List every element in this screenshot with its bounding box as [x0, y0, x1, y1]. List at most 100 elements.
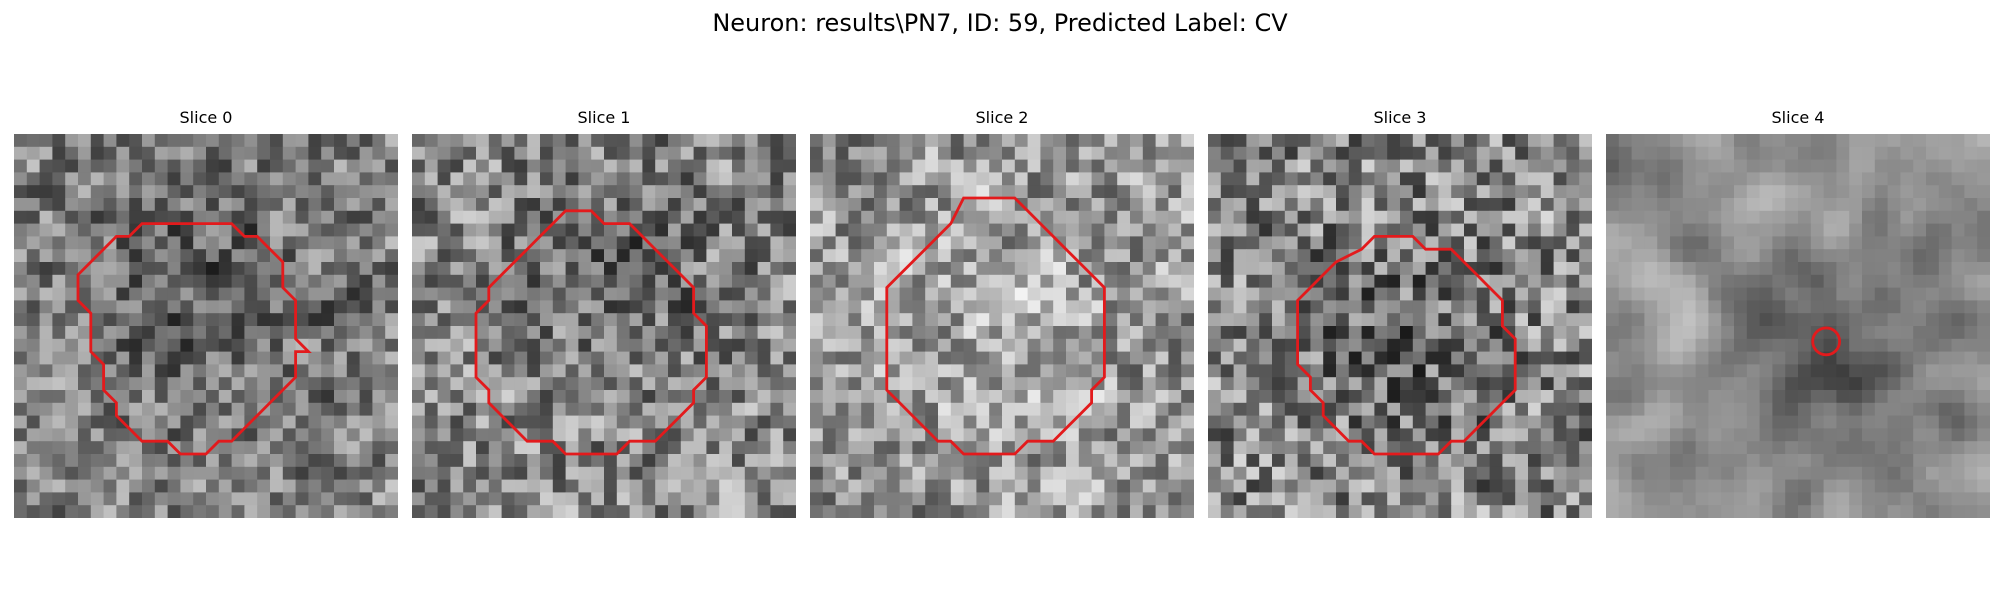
- pixel: [1298, 377, 1311, 390]
- pixel: [591, 416, 604, 429]
- pixel: [1579, 441, 1592, 454]
- pixel: [1259, 390, 1272, 403]
- pixel: [476, 198, 489, 211]
- pixel: [1824, 160, 1837, 173]
- pixel: [1400, 288, 1413, 301]
- pixel: [1400, 147, 1413, 160]
- pixel: [1644, 492, 1657, 505]
- pixel: [1939, 441, 1952, 454]
- pixel: [630, 160, 643, 173]
- pixel: [1644, 454, 1657, 467]
- pixel: [193, 236, 206, 249]
- pixel: [129, 211, 142, 224]
- pixel: [887, 364, 900, 377]
- pixel: [770, 480, 783, 493]
- pixel: [732, 249, 745, 262]
- pixel: [78, 505, 91, 518]
- pixel: [668, 505, 681, 518]
- slice-image-4: [1606, 134, 1990, 518]
- pixel: [1053, 224, 1066, 237]
- pixel: [1336, 377, 1349, 390]
- pixel: [1926, 249, 1939, 262]
- pixel: [1554, 326, 1567, 339]
- pixel: [861, 172, 874, 185]
- pixel: [425, 326, 438, 339]
- pixel: [1721, 326, 1734, 339]
- pixel: [1798, 198, 1811, 211]
- pixel: [668, 211, 681, 224]
- pixel: [1670, 300, 1683, 313]
- pixel: [630, 134, 643, 147]
- pixel: [989, 339, 1002, 352]
- pixel: [1964, 172, 1977, 185]
- pixel: [244, 185, 257, 198]
- pixel: [706, 352, 719, 365]
- pixel: [104, 224, 117, 237]
- pixel: [1259, 262, 1272, 275]
- pixel: [938, 313, 951, 326]
- pixel: [1130, 198, 1143, 211]
- pixel: [463, 480, 476, 493]
- pixel: [385, 390, 398, 403]
- pixel: [514, 211, 527, 224]
- pixel: [1117, 352, 1130, 365]
- pixel: [1785, 480, 1798, 493]
- pixel: [604, 185, 617, 198]
- pixel: [1683, 467, 1696, 480]
- pixel: [1657, 211, 1670, 224]
- pixel: [1849, 480, 1862, 493]
- pixel: [1734, 147, 1747, 160]
- pixel: [823, 416, 836, 429]
- pixel: [1772, 364, 1785, 377]
- pixel: [566, 467, 579, 480]
- pixel: [964, 236, 977, 249]
- pixel: [1644, 505, 1657, 518]
- pixel: [1888, 313, 1901, 326]
- pixel: [1336, 480, 1349, 493]
- pixel: [1926, 236, 1939, 249]
- pixel: [900, 160, 913, 173]
- pixel: [938, 377, 951, 390]
- pixel: [1066, 198, 1079, 211]
- pixel: [758, 275, 771, 288]
- pixel: [617, 428, 630, 441]
- pixel: [925, 172, 938, 185]
- pixel: [1772, 505, 1785, 518]
- pixel: [270, 441, 283, 454]
- pixel: [1272, 441, 1285, 454]
- pixel: [1964, 416, 1977, 429]
- pixel: [296, 352, 309, 365]
- pixel: [502, 185, 515, 198]
- pixel: [861, 160, 874, 173]
- pixel: [1541, 262, 1554, 275]
- pixel: [823, 288, 836, 301]
- pixel: [630, 480, 643, 493]
- pixel: [1670, 441, 1683, 454]
- pixel: [964, 480, 977, 493]
- pixel: [1657, 416, 1670, 429]
- pixel: [1913, 352, 1926, 365]
- pixel: [642, 505, 655, 518]
- pixel: [1849, 428, 1862, 441]
- pixel: [1888, 160, 1901, 173]
- pixel: [1683, 172, 1696, 185]
- pixel: [257, 249, 270, 262]
- pixel: [1785, 467, 1798, 480]
- pixel: [52, 262, 65, 275]
- pixel: [1952, 224, 1965, 237]
- pixel: [14, 249, 27, 262]
- pixel: [1246, 352, 1259, 365]
- pixel: [129, 262, 142, 275]
- pixel: [591, 172, 604, 185]
- pixel: [1836, 198, 1849, 211]
- pixel: [591, 300, 604, 313]
- pixel: [912, 467, 925, 480]
- pixel: [1002, 249, 1015, 262]
- pixel: [1066, 172, 1079, 185]
- pixel: [438, 505, 451, 518]
- pixel: [463, 428, 476, 441]
- pixel: [1952, 313, 1965, 326]
- pixel: [1387, 288, 1400, 301]
- pixel: [1670, 288, 1683, 301]
- pixel: [1234, 160, 1247, 173]
